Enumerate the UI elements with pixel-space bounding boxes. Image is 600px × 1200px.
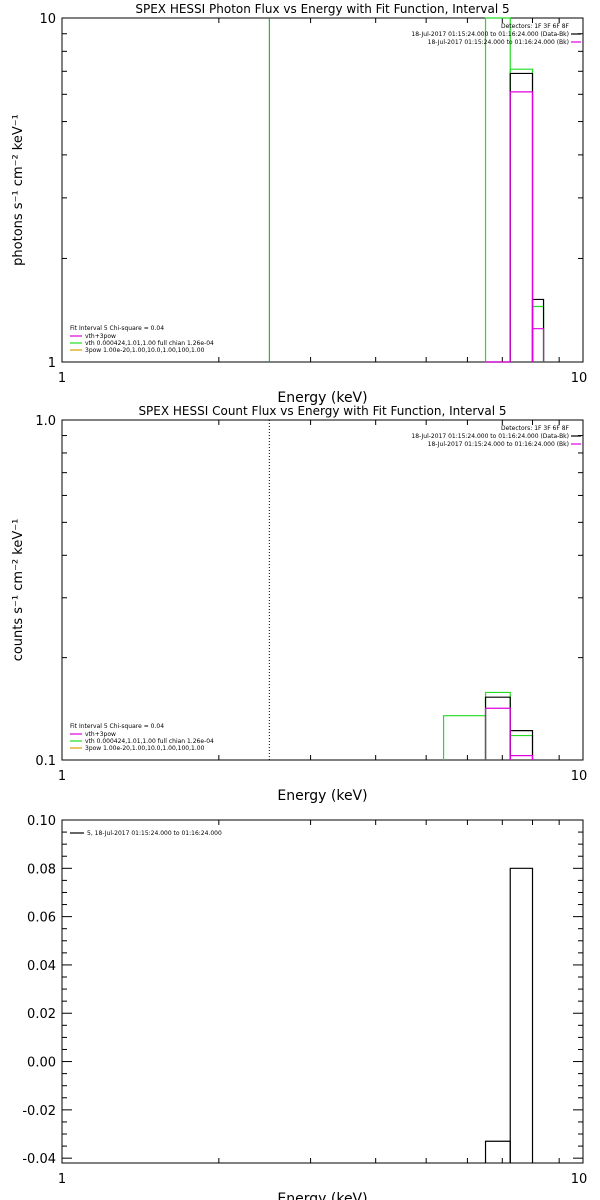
x-axis-label: Energy (keV) [277,390,367,406]
y-tick-label: 0.08 [27,862,56,877]
legend-bottom-left: Fit Interval 5 Chi-square = 0.04vth+3pow… [70,325,214,354]
legend-label: 3pow 1.00e-20,1.00,10.0,1.00,100,1.00 [85,745,205,752]
chart-2: SPEX HESSI Count Flux vs Energy with Fit… [11,404,587,804]
legend-label: 3pow 1.00e-20,1.00,10.0,1.00,100,1.00 [85,347,205,354]
legend-title: Detectors: 1F 3F 6F 8F [501,23,570,30]
series-3 [485,91,545,363]
series-1 [484,867,534,1163]
y-axis-ticks [62,819,583,1159]
x-axis-label: Energy (keV) [277,788,367,804]
series-3 [484,707,534,760]
histogram-bin [531,298,545,362]
histogram-bin [531,305,545,362]
plot-frame [61,819,584,1164]
series-2 [485,72,545,363]
series-2 [484,696,534,760]
histogram-bin [531,328,545,362]
legend-label: vth 0.000424,1.01,1.00 full chian 1.26e-… [85,738,214,745]
legend-label: 18-Jul-2017 01:15:24.000 to 01:16:24.000… [411,433,569,440]
histogram-bin [509,91,534,362]
x-tick-label: 1 [58,1172,66,1187]
y-axis-ticks [62,419,583,761]
x-tick-label: 1 [58,769,66,784]
legend-label: 18-Jul-2017 01:15:24.000 to 01:16:24.000… [411,31,569,38]
legend-header: Fit Interval 5 Chi-square = 0.04 [70,723,164,730]
histogram-bin [509,867,534,1163]
y-tick-label: 1.0 [35,414,56,429]
histogram-bin [484,691,511,760]
histogram-bin [484,707,511,760]
legend-bottom-left: Fit Interval 5 Chi-square = 0.04vth+3pow… [70,723,214,752]
chart-title: SPEX HESSI Photon Flux vs Energy with Fi… [135,2,509,16]
histogram-bin [509,72,534,362]
legend-label: 18-Jul-2017 01:15:24.000 to 01:16:24.000… [428,39,569,46]
y-tick-label: -0.02 [22,1104,56,1119]
y-tick-label: 1 [48,356,56,371]
legend-label: vth+3pow [85,333,116,340]
x-axis-ticks [61,420,584,760]
legend-top-left: 5, 18-Jul-2017 01:15:24.000 to 01:16:24.… [70,830,222,837]
legend-label: 5, 18-Jul-2017 01:15:24.000 to 01:16:24.… [87,830,222,837]
y-tick-label: 0.06 [27,911,56,926]
y-tick-label: 0.02 [27,1007,56,1022]
y-tick-label: 10 [39,12,56,27]
x-tick-label: 10 [571,769,588,784]
chart-3: 1 10 Energy (keV) -0.04 -0.02 0.00 0.02 0.04 0.0… [22,814,587,1200]
x-tick-label: 10 [571,1172,588,1187]
histogram-bin [484,696,511,760]
y-tick-label: 0.1 [35,754,56,769]
chart-1: SPEX HESSI Photon Flux vs Energy with Fi… [11,2,587,406]
series-1 [442,691,534,760]
histogram-bin [484,1140,511,1163]
x-tick-label: 1 [58,371,66,386]
chart-title: SPEX HESSI Count Flux vs Energy with Fit… [138,404,506,418]
y-axis-label: counts s⁻¹ cm⁻² keV⁻¹ [11,519,26,662]
histogram-bin [509,68,534,362]
histogram-bin [509,755,534,760]
y-axis-ticks [62,17,583,363]
y-tick-label: 0.04 [27,959,56,974]
histogram-bin [484,17,511,362]
series-1 [484,17,545,362]
legend-label: 18-Jul-2017 01:15:24.000 to 01:16:24.000… [428,441,569,448]
x-axis-ticks [61,18,584,362]
legend-header: Fit Interval 5 Chi-square = 0.04 [70,325,164,332]
x-axis-label: Energy (keV) [277,1191,367,1200]
x-tick-label: 10 [571,371,588,386]
y-tick-label: -0.04 [22,1152,56,1167]
legend-label: vth 0.000424,1.01,1.00 full chian 1.26e-… [85,340,214,347]
y-tick-label: 0.00 [27,1056,56,1071]
legend-label: vth+3pow [85,731,116,738]
plot-frame [61,419,584,761]
legend-title: Detectors: 1F 3F 6F 8F [501,425,570,432]
y-axis-label: photons s⁻¹ cm⁻² keV⁻¹ [11,114,26,266]
y-tick-label: 0.10 [27,814,56,829]
x-axis-ticks [61,820,584,1163]
histogram-bin [442,715,487,760]
histogram-bin [509,734,534,760]
plot-frame [61,17,584,363]
